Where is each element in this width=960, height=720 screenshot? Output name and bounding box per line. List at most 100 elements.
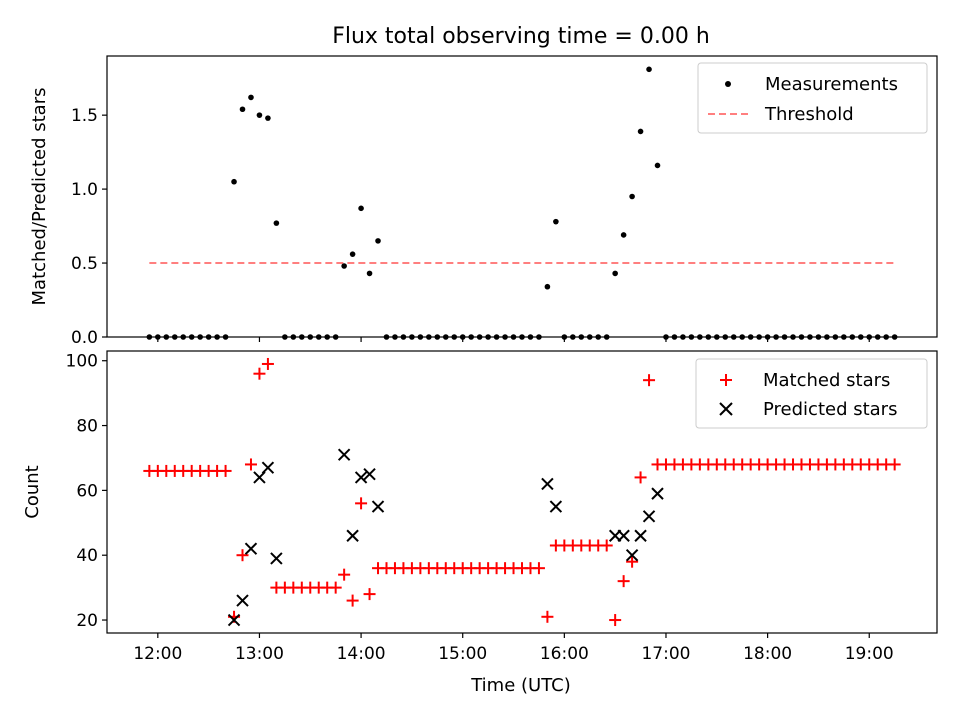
bottom-y-tick-label: 40 [76, 546, 98, 566]
matched-star-point [643, 374, 656, 387]
measurement-point [222, 334, 229, 340]
top-legend: Measurements Threshold [697, 62, 928, 134]
matched-star-point [626, 555, 639, 568]
legend-label-measurements: Measurements [765, 74, 898, 95]
matched-star-point [609, 614, 622, 627]
measurement-point [256, 112, 263, 118]
bottom-y-axis-label: Count [22, 465, 43, 518]
top-marks [146, 66, 898, 340]
x-axis-label: Time (UTC) [470, 675, 571, 696]
measurement-point [756, 334, 762, 340]
predicted-star-point [363, 467, 376, 481]
measurement-point [603, 334, 610, 340]
x-tick-label: 19:00 [845, 644, 894, 664]
measurement-point [493, 334, 500, 340]
measurement-point [519, 334, 525, 340]
measurement-point [527, 334, 534, 340]
matched-star-point [236, 549, 249, 562]
top-y-tick-label: 1.0 [71, 180, 98, 200]
matched-star-point [541, 610, 554, 623]
measurement-point [214, 334, 220, 340]
measurement-point [417, 334, 424, 340]
measurement-point [163, 334, 170, 340]
measurement-point [680, 334, 686, 340]
predicted-star-point [346, 529, 359, 542]
measurement-point [807, 334, 813, 340]
measurement-point [392, 334, 398, 340]
measurement-point [502, 334, 508, 340]
matched-star-point [338, 568, 351, 581]
measurement-point [781, 334, 788, 340]
measurement-point [578, 334, 585, 340]
matched-star-point [888, 458, 901, 471]
top-y-ticks: 0.0 0.5 1.0 1.5 [71, 106, 107, 348]
measurement-point [358, 205, 364, 212]
predicted-star-point [261, 461, 275, 474]
measurement-point [282, 334, 288, 340]
top-x-ticks [157, 337, 870, 342]
measurement-point [332, 334, 339, 340]
measurement-point [324, 334, 331, 340]
measurement-point [722, 334, 729, 340]
matched-star-point [253, 367, 266, 380]
measurement-point [510, 334, 517, 340]
bottom-y-tick-label: 60 [76, 481, 98, 501]
matched-star-point [634, 471, 647, 484]
predicted-star-point [549, 500, 563, 513]
measurement-point [366, 270, 373, 277]
measurement-point [400, 334, 407, 340]
measurement-point [824, 334, 830, 340]
measurement-point [612, 270, 618, 277]
x-tick-label: 17:00 [641, 644, 690, 664]
legend-label-matched-stars: Matched stars [763, 370, 890, 391]
top-y-axis-label: Matched/Predicted stars [29, 88, 50, 306]
measurement-point [570, 334, 576, 340]
measurement-point [857, 334, 864, 340]
bottom-y-tick-label: 20 [76, 611, 98, 631]
matched-star-point [600, 539, 613, 552]
top-y-tick-label: 0.5 [71, 254, 98, 274]
measurement-point [231, 178, 237, 185]
top-y-tick-label: 0.0 [71, 328, 98, 348]
measurement-point [637, 128, 644, 135]
measurement-point [349, 251, 356, 257]
measurement-point [697, 334, 703, 340]
legend-label-predicted-stars: Predicted stars [763, 399, 897, 420]
measurement-point [315, 334, 322, 340]
predicted-star-point [651, 487, 664, 500]
measurement-point [595, 334, 602, 340]
x-tick-label: 18:00 [743, 644, 792, 664]
measurement-point [205, 334, 212, 340]
measurement-point [713, 334, 720, 340]
measurement-point [739, 334, 746, 340]
legend-label-threshold: Threshold [764, 104, 854, 125]
matched-star-point [244, 458, 257, 471]
x-tick-label: 13:00 [235, 644, 284, 664]
predicted-star-point [337, 448, 351, 461]
chart-title: Flux total observing time = 0.00 h [332, 24, 710, 49]
measurement-point [654, 162, 661, 169]
x-tick-label: 14:00 [337, 644, 386, 664]
measurement-point [442, 334, 449, 340]
measurement-point [536, 334, 542, 340]
matched-star-point [329, 581, 342, 594]
bottom-marks [143, 357, 901, 627]
measurement-point [544, 283, 551, 290]
matched-star-point [532, 562, 545, 575]
measurement-point [773, 334, 779, 340]
measurement-point [341, 263, 347, 269]
measurement-point [476, 334, 483, 340]
top-panel: 0.0 0.5 1.0 1.5 Matched/Predicted stars Mea… [29, 55, 938, 348]
predicted-star-point [354, 471, 368, 484]
measurement-point [409, 334, 415, 340]
predicted-star-point [541, 477, 554, 491]
measurement-point [646, 66, 652, 73]
measurement-point [620, 232, 627, 238]
measurement-point [891, 334, 898, 340]
predicted-star-point [227, 613, 241, 627]
measurement-point [307, 334, 314, 340]
measurement-point [298, 334, 305, 340]
measurement-point [290, 334, 297, 340]
measurement-point [383, 334, 390, 340]
predicted-star-point [371, 500, 385, 513]
